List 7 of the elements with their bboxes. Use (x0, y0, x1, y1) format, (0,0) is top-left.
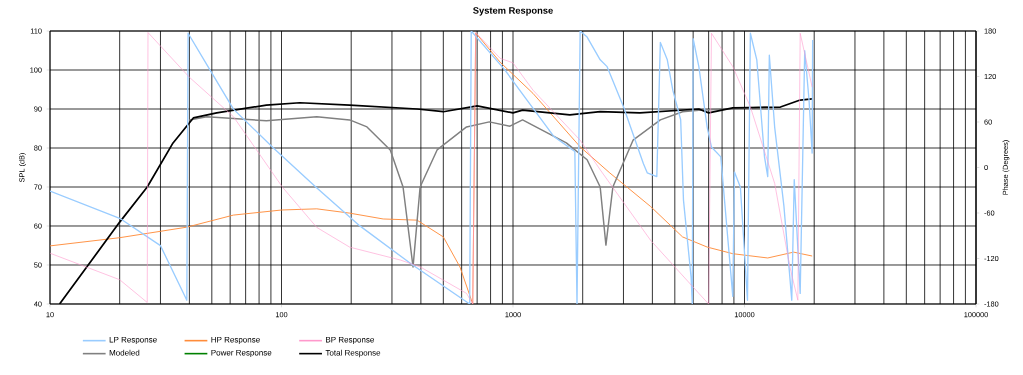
legend-label: HP Response (211, 336, 260, 345)
legend-label: Power Response (211, 349, 272, 358)
legend-label: Modeled (109, 349, 140, 356)
legend-label: BP Response (326, 336, 374, 345)
legend-label: LP Response (109, 336, 157, 345)
legend-label: Total Response (325, 349, 381, 358)
chart-title: System Response (473, 7, 553, 16)
